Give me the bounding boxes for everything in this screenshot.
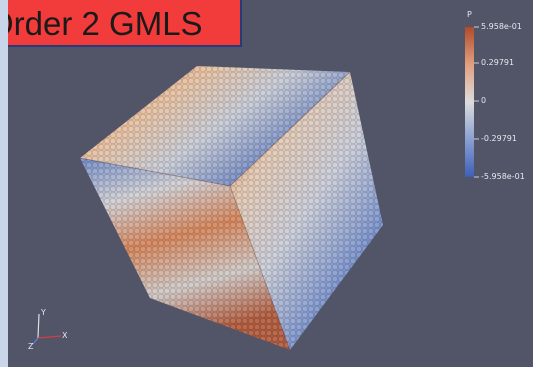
colorbar-tick-max: 5.958e-01 (481, 22, 522, 31)
axis-x-line (37, 335, 62, 339)
colorbar-tick-zero: 0 (481, 96, 487, 105)
axis-z-label: Z (28, 342, 34, 351)
colorbar (465, 27, 474, 177)
axis-z-line (32, 337, 39, 345)
axis-y-line (37, 313, 40, 339)
cube-top-face-dots (80, 66, 350, 186)
colorbar-tick-high: 0.29791 (481, 58, 515, 67)
colorbar-title: P (467, 10, 472, 19)
colorbar-tick-min: -5.958e-01 (481, 172, 525, 181)
orientation-axes (32, 313, 62, 345)
colorbar-ticks (474, 26, 479, 178)
colorbar-tick-low: -0.29791 (481, 134, 517, 143)
axis-x-label: X (62, 331, 68, 340)
cube-edges (79, 71, 351, 187)
title-banner: Order 2 GMLS (8, 0, 242, 47)
cube-right-face-dots (230, 72, 383, 350)
axis-y-label: Y (41, 308, 46, 317)
cube-left-face-dots (80, 158, 290, 350)
render-viewport[interactable]: Order 2 GMLS P 5.958e-01 0.29791 0 -0.29… (8, 0, 533, 367)
cube-scene (32, 26, 479, 351)
cube-mesh (79, 66, 383, 351)
